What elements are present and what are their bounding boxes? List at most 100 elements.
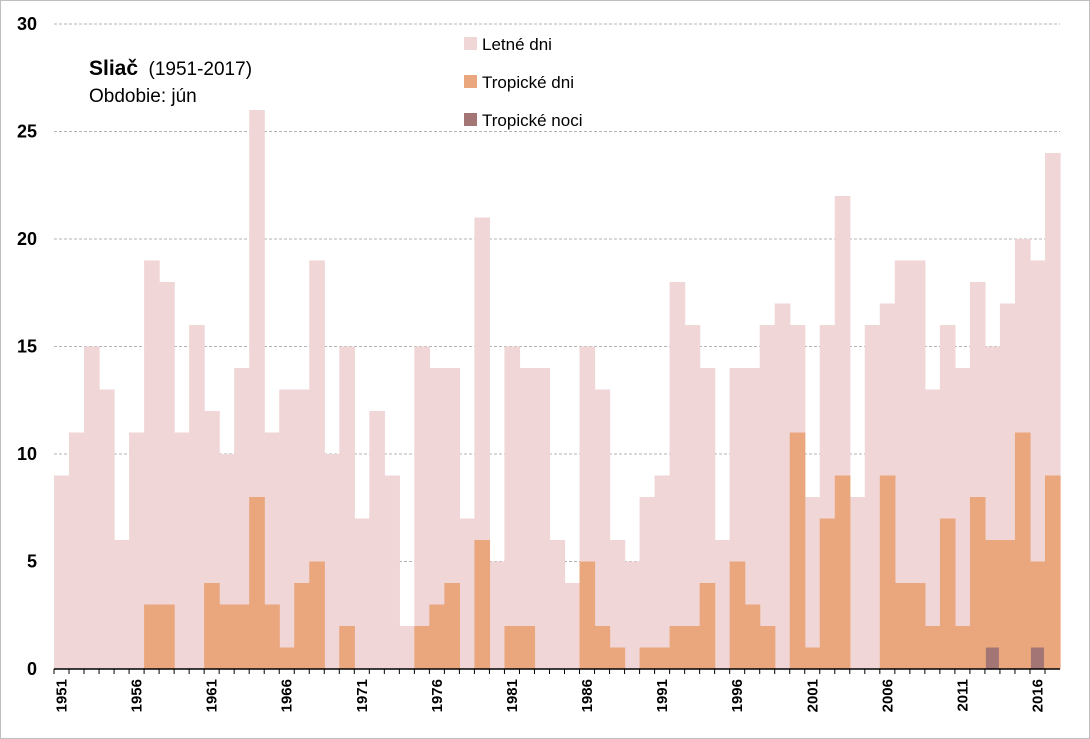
bar-letne-dni-1978 [459, 518, 476, 669]
bar-letne-dni-2008 [909, 260, 926, 669]
y-tick-label-0: 0 [27, 659, 37, 679]
bar-tropicke-noci-2016 [1030, 647, 1044, 669]
bar-letne-dni-1956 [129, 432, 145, 669]
bar-letne-dni-1970 [339, 346, 355, 669]
series-tropicke-noci [985, 647, 1044, 669]
bar-letne-dni-1959 [174, 432, 190, 669]
bar-tropicke-dni-1977 [444, 583, 461, 669]
bar-tropicke-dni-1981 [504, 626, 521, 669]
bar-tropicke-dni-2009 [924, 626, 941, 669]
legend-label-letne-dni: Letné dni [482, 35, 552, 54]
bar-letne-dni-1976 [429, 368, 445, 669]
bar-letne-dni-1983 [534, 368, 551, 669]
bar-letne-dni-1955 [114, 540, 130, 669]
x-tick-label-1971: 1971 [354, 679, 371, 712]
legend-label-tropicke-noci: Tropické noci [482, 111, 582, 130]
bar-letne-dni-1954 [99, 389, 115, 669]
y-tick-label-10: 10 [17, 444, 37, 464]
y-tick-label-30: 30 [17, 14, 37, 34]
y-tick-label-15: 15 [17, 337, 37, 357]
bar-letne-dni-1988 [609, 540, 626, 669]
bar-tropicke-dni-1970 [339, 626, 355, 669]
bar-letne-dni-1971 [354, 518, 370, 669]
bar-tropicke-dni-2017 [1044, 475, 1061, 669]
bar-letne-dni-2004 [849, 497, 866, 669]
bar-letne-dni-1957 [144, 260, 160, 669]
legend-swatch-tropicke-noci [464, 113, 477, 126]
bar-letne-dni-1998 [759, 325, 776, 669]
bar-tropicke-dni-2010 [939, 518, 956, 669]
x-tick-label-1981: 1981 [504, 679, 521, 712]
chart-subtitle: Obdobie: jún [89, 86, 197, 107]
bar-tropicke-dni-1979 [474, 540, 491, 669]
bar-letne-dni-1972 [369, 411, 385, 669]
legend-label-tropicke-dni: Tropické dni [482, 73, 574, 92]
bar-tropicke-dni-2000 [789, 432, 806, 669]
bar-letne-dni-1981 [504, 346, 521, 669]
x-tick-label-1996: 1996 [729, 679, 746, 712]
bar-letne-dni-1975 [414, 346, 430, 669]
bar-tropicke-noci-2013 [985, 647, 999, 669]
x-tick-label-2001: 2001 [804, 679, 821, 712]
bar-letne-dni-1960 [189, 325, 205, 669]
bar-letne-dni-2001 [804, 497, 821, 669]
bar-letne-dni-1973 [384, 475, 400, 669]
bar-letne-dni-2007 [894, 260, 911, 669]
y-tick-label-5: 5 [27, 552, 37, 572]
bar-tropicke-dni-1988 [609, 647, 626, 669]
bar-tropicke-dni-1987 [594, 626, 611, 669]
bar-letne-dni-1989 [624, 561, 641, 669]
title-period: (1951-2017) [149, 59, 253, 80]
bar-tropicke-dni-1993 [684, 626, 701, 669]
bar-tropicke-dni-1966 [279, 647, 295, 669]
bar-letne-dni-1953 [84, 346, 100, 669]
x-tick-label-1991: 1991 [654, 679, 671, 712]
bar-letne-dni-1982 [519, 368, 536, 669]
bar-tropicke-dni-1957 [144, 604, 160, 669]
x-tick-label-1986: 1986 [579, 679, 596, 712]
bar-tropicke-dni-1996 [729, 561, 746, 669]
x-tick-label-1951: 1951 [54, 679, 71, 712]
x-tick-label-1966: 1966 [279, 679, 296, 712]
bar-letne-dni-2005 [864, 325, 881, 669]
bar-tropicke-dni-1967 [294, 583, 310, 669]
title-station: Sliač [89, 57, 138, 80]
bar-letne-dni-1997 [744, 368, 761, 669]
legend-swatch-tropicke-dni [464, 75, 477, 88]
bar-tropicke-dni-2001 [804, 647, 821, 669]
x-tick-label-2016: 2016 [1029, 679, 1046, 712]
y-tick-label-20: 20 [17, 229, 37, 249]
bar-letne-dni-1969 [324, 454, 340, 669]
legend: Letné dni Tropické dni Tropické noci [464, 35, 582, 130]
bar-letne-dni-1980 [489, 561, 506, 669]
bar-letne-dni-1992 [669, 282, 686, 669]
bar-letne-dni-1984 [549, 540, 566, 669]
x-tick-label-2011: 2011 [954, 679, 971, 712]
bar-letne-dni-1995 [714, 540, 731, 669]
y-tick-label-25: 25 [17, 122, 37, 142]
bar-letne-dni-1987 [594, 389, 611, 669]
bar-letne-dni-2009 [924, 389, 941, 669]
bar-letne-dni-1990 [639, 497, 656, 669]
x-axis-ticks: 1951 1956 1961 1966 1971 1976 1981 1986 1991 1996… [53, 669, 1046, 712]
bar-tropicke-dni-1964 [249, 497, 265, 669]
bar-tropicke-dni-1986 [579, 561, 596, 669]
series-tropicke-dni [144, 432, 1061, 669]
bar-tropicke-dni-2016 [1029, 561, 1046, 669]
bar-tropicke-dni-1982 [519, 626, 536, 669]
bar-tropicke-dni-2014 [999, 540, 1016, 669]
bar-tropicke-dni-1992 [669, 626, 686, 669]
bar-tropicke-dni-2003 [834, 475, 851, 669]
bar-tropicke-dni-1958 [159, 604, 175, 669]
bar-tropicke-dni-1998 [759, 626, 776, 669]
bar-tropicke-dni-2002 [819, 518, 836, 669]
bar-letne-dni-1985 [564, 583, 581, 669]
bar-tropicke-dni-1961 [204, 583, 220, 669]
bar-letne-dni-1999 [774, 303, 791, 669]
bar-tropicke-dni-2006 [879, 475, 896, 669]
bar-letne-dni-1951 [54, 475, 70, 669]
bar-tropicke-dni-2007 [894, 583, 911, 669]
x-tick-label-1961: 1961 [204, 679, 221, 712]
bar-tropicke-dni-2008 [909, 583, 926, 669]
bar-letne-dni-1966 [279, 389, 295, 669]
